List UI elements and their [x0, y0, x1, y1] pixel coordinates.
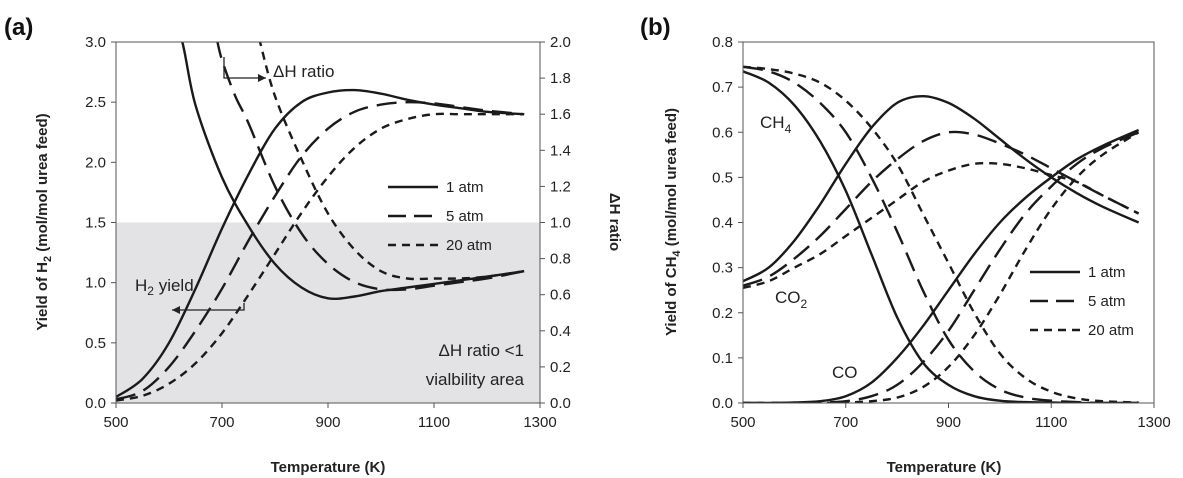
- panel-b-frame: [742, 41, 1155, 404]
- y2-tick-label: 0.2: [550, 359, 571, 376]
- y-tick-label: 0.1: [712, 350, 733, 367]
- h2-yield-arrowhead: [172, 306, 180, 314]
- legend-label: 20 atm: [446, 237, 492, 254]
- series-line-co2-5-atm: [743, 130, 1140, 287]
- series-line-ch4-5-atm: [743, 65, 1139, 403]
- x-tick-label: 900: [315, 414, 340, 431]
- panel-b-x-axis-label: Temperature (K): [887, 459, 1002, 476]
- panel-b: (b) 500 700 900 1100 1300 0.0 0.1 0.2 0.3 0.4 0.5…: [640, 14, 1171, 476]
- x-tick-label: 700: [833, 414, 858, 431]
- x-tick-label: 500: [730, 414, 755, 431]
- x-tick-label: 500: [103, 414, 128, 431]
- y-tick-label: 0.5: [85, 335, 106, 352]
- y-tick-label: 0.5: [712, 169, 733, 186]
- panel-a-y-axis-label: Yield of H2 (mol/mol urea feed): [34, 113, 54, 330]
- legend-label: 1 atm: [1088, 264, 1126, 281]
- y-tick-label: 1.5: [85, 215, 106, 232]
- h2-yield-arrow: [172, 303, 245, 311]
- h2-yield-label: H2 yield: [135, 276, 194, 298]
- y2-tick-label: 1.8: [550, 70, 571, 87]
- dh-ratio-arrowhead: [258, 74, 266, 82]
- series-line-co2-1-atm: [743, 95, 1140, 283]
- viability-label-line1: ΔH ratio <1: [438, 341, 524, 360]
- series-line-ch4-1-atm: [743, 70, 1139, 403]
- series-line-hratio-20-atm: [258, 42, 525, 281]
- y2-tick-label: 0.4: [550, 323, 571, 340]
- panel-a-legend: 1 atm 5 atm 20 atm: [388, 179, 492, 254]
- y-tick-label: 0.8: [712, 34, 733, 51]
- y2-tick-label: 1.6: [550, 106, 571, 123]
- panel-a-label: (a): [4, 14, 33, 41]
- legend-label: 5 atm: [446, 208, 484, 225]
- series-line-co-1-atm: [743, 128, 1140, 403]
- panel-b-y-ticks: 0.0 0.1 0.2 0.3 0.4 0.5 0.6 0.7 0.8: [712, 34, 743, 412]
- x-tick-label: 1100: [418, 414, 450, 431]
- series-line-h2yield-5-atm: [116, 100, 525, 401]
- viability-shaded-region: [116, 222, 540, 403]
- y2-tick-label: 0.6: [550, 287, 571, 304]
- y-tick-label: 1.0: [85, 275, 106, 292]
- x-tick-label: 1100: [1035, 414, 1067, 431]
- legend-label: 1 atm: [446, 179, 484, 196]
- panel-a-x-ticks: 500 700 900 1100 1300: [103, 403, 557, 431]
- dh-ratio-arrow: [223, 57, 266, 79]
- y2-tick-label: 2.0: [550, 34, 571, 51]
- y-tick-label: 3.0: [85, 34, 106, 51]
- panel-a-x-axis-label: Temperature (K): [271, 459, 386, 476]
- series-line-h2yield-20-atm: [116, 112, 525, 402]
- series-line-ch4-20-atm: [743, 65, 1139, 403]
- panel-a-y-ticks: 0.0 0.5 1.0 1.5 2.0 2.5 3.0: [85, 34, 116, 412]
- panel-b-x-ticks: 500 700 900 1100 1300: [730, 403, 1171, 431]
- series-line-hratio-1-atm: [181, 42, 525, 301]
- panel-b-y-axis-label: Yield of CH4 (mol/mol urea feed): [663, 108, 683, 336]
- panel-a-y2-axis-label: ΔH ratio: [606, 193, 623, 251]
- x-tick-label: 900: [936, 414, 961, 431]
- y-tick-label: 0.3: [712, 260, 733, 277]
- x-tick-label: 700: [209, 414, 234, 431]
- legend-label: 5 atm: [1088, 293, 1126, 310]
- y-tick-label: 0.6: [712, 124, 733, 141]
- co-curve-label: CO: [832, 363, 858, 382]
- panel-b-label: (b): [640, 14, 671, 41]
- y-tick-label: 0.2: [712, 305, 733, 322]
- y-tick-label: 0.7: [712, 79, 733, 96]
- y2-tick-label: 0.0: [550, 395, 571, 412]
- y-tick-label: 0.4: [712, 215, 733, 232]
- y2-tick-label: 1.4: [550, 142, 571, 159]
- y-tick-label: 2.5: [85, 94, 106, 111]
- panel-b-series: [743, 65, 1140, 403]
- dh-ratio-label: ΔH ratio: [273, 62, 334, 81]
- y2-tick-label: 0.8: [550, 251, 571, 268]
- viability-label-line2: vialbility area: [426, 370, 525, 389]
- panel-a: (a) 500 700 900 1100 1300 0.0 0.5 1.0 1.5 2.0 2.5…: [4, 14, 623, 476]
- y-tick-label: 0.0: [712, 395, 733, 412]
- y2-tick-label: 1.2: [550, 178, 571, 195]
- y2-tick-label: 1.0: [550, 215, 571, 232]
- panel-a-series: [116, 42, 525, 402]
- x-tick-label: 1300: [523, 414, 556, 431]
- series-line-hratio-5-atm: [216, 42, 525, 292]
- x-tick-label: 1300: [1137, 414, 1170, 431]
- series-line-co-20-atm: [743, 131, 1140, 403]
- y-tick-label: 0.0: [85, 395, 106, 412]
- ch4-curve-label: CH4: [760, 113, 792, 136]
- y-tick-label: 2.0: [85, 154, 106, 171]
- series-line-h2yield-1-atm: [116, 88, 525, 399]
- series-line-co2-20-atm: [743, 161, 1140, 290]
- panel-b-legend: 1 atm 5 atm 20 atm: [1030, 264, 1134, 339]
- panel-a-y2-ticks: 0.0 0.2 0.4 0.6 0.8 1.0 1.2 1.4 1.6 1.8 2.0: [540, 34, 571, 412]
- legend-label: 20 atm: [1088, 322, 1134, 339]
- co2-curve-label: CO2: [775, 288, 808, 311]
